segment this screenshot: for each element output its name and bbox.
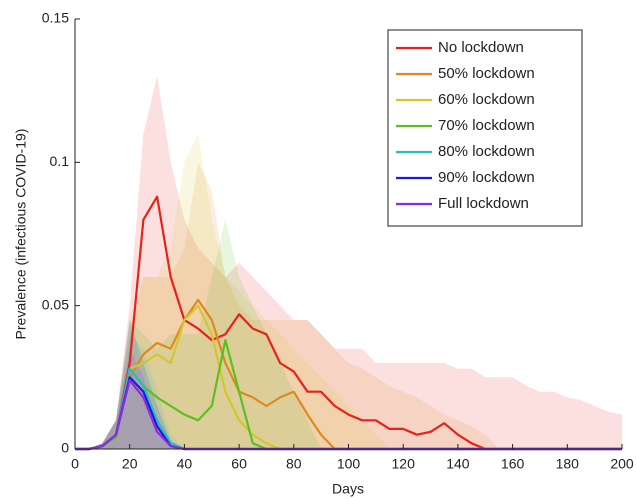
x-tick-label: 0 [71,456,79,472]
x-tick-label: 100 [337,456,361,472]
x-tick-label: 40 [177,456,193,472]
x-axis-label: Days [332,481,364,497]
x-tick-label: 200 [610,456,634,472]
y-axis-label: Prevalence (infectious COVID-19) [13,129,29,340]
uncertainty-band [75,219,622,449]
x-tick-label: 120 [392,456,416,472]
uncertainty-band [75,162,622,450]
uncertainty-band [75,76,622,450]
legend-label: Full lockdown [438,195,529,212]
x-tick-label: 20 [122,456,138,472]
legend-label: 90% lockdown [438,169,535,186]
x-tick-label: 180 [556,456,580,472]
legend-label: 70% lockdown [438,117,535,134]
y-tick-label: 0 [61,440,69,456]
legend-label: No lockdown [438,39,524,56]
legend-label: 80% lockdown [438,143,535,160]
x-tick-label: 60 [231,456,247,472]
y-tick-label: 0.15 [42,10,69,26]
y-tick-label: 0.1 [50,153,70,169]
legend-label: 60% lockdown [438,91,535,108]
y-tick-label: 0.05 [42,296,69,312]
x-tick-label: 140 [446,456,470,472]
uncertainty-band [75,133,622,449]
legend-box [387,29,583,227]
legend-label: 50% lockdown [438,65,535,82]
x-tick-label: 160 [501,456,525,472]
x-tick-label: 80 [286,456,302,472]
uncertainty-band [75,320,622,449]
uncertainty-band [75,334,622,449]
